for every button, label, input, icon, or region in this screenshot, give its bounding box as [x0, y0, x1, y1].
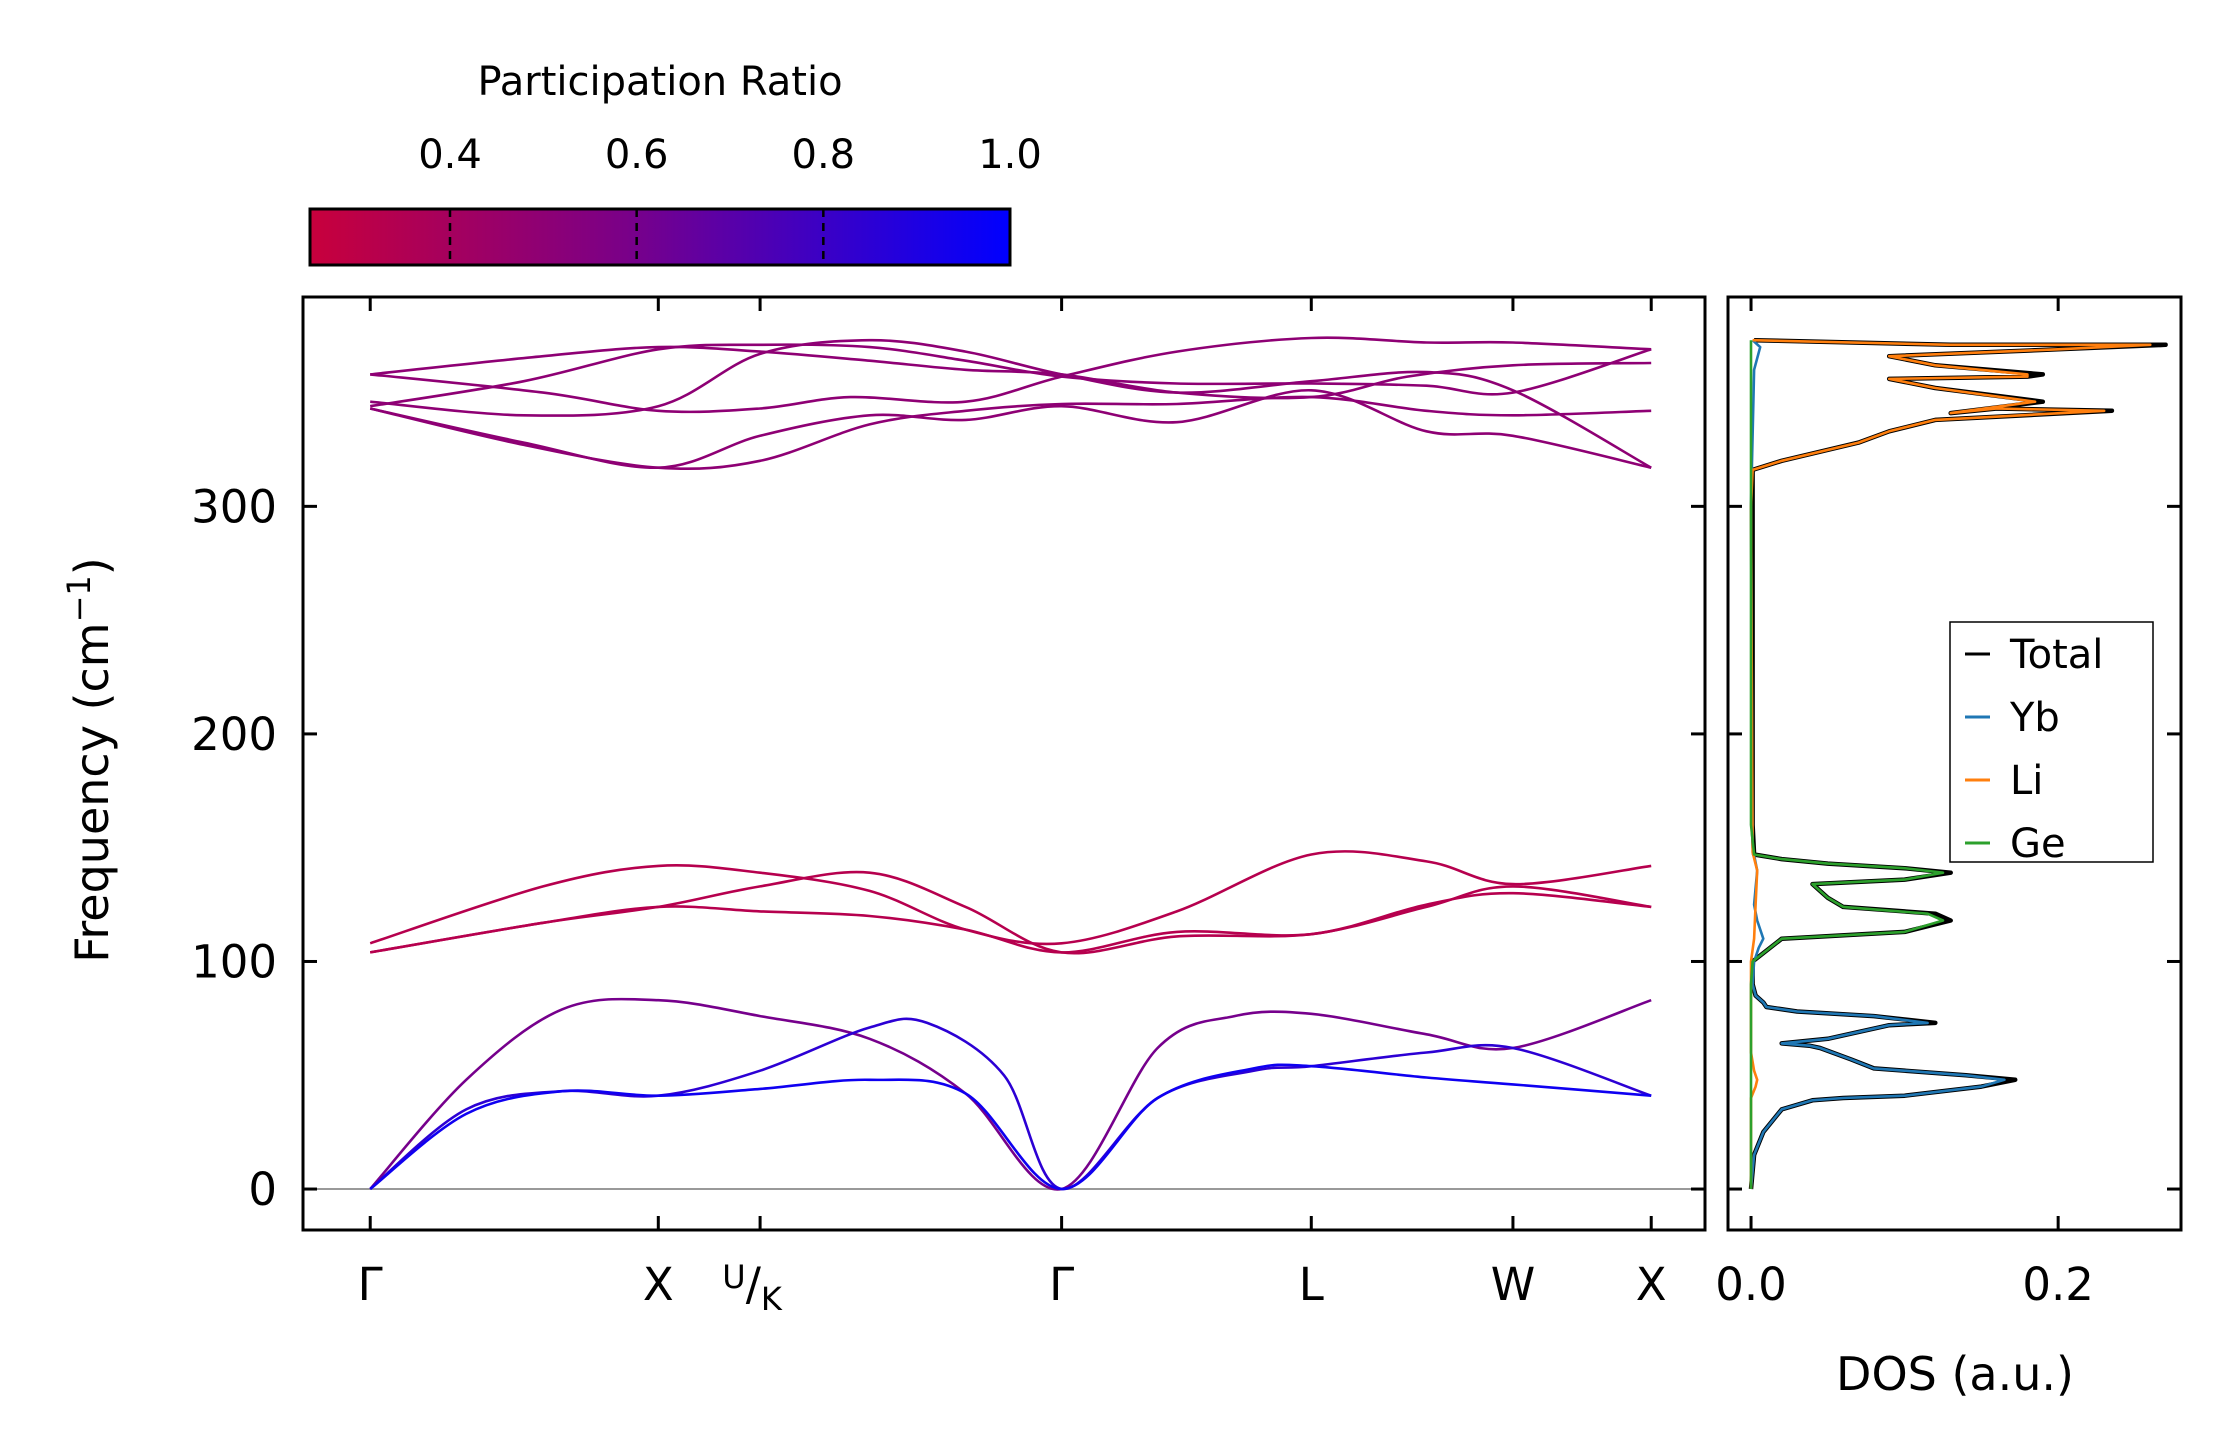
band-mid-2: [369, 870, 1652, 955]
legend-label-li: Li: [2010, 758, 2043, 804]
band-acoustic-1: [369, 997, 1652, 1191]
x-tick-label: Γ: [358, 1258, 383, 1311]
colorbar-ticks: 0.4 0.6 0.8 1.0: [418, 132, 1042, 265]
dos-axes: 0.0 0.2: [1715, 297, 2181, 1311]
band-optical-5: [369, 388, 1652, 470]
band-frame: [301, 295, 1707, 1232]
y-tick-label: 100: [191, 935, 277, 988]
y-tick-label: 200: [191, 708, 277, 761]
band-optical-6: [369, 395, 1652, 471]
x-tick-label: W: [1491, 1258, 1536, 1311]
legend-items: Total Yb Li Ge: [1965, 632, 2103, 867]
band-optical-3: [369, 343, 1652, 408]
dos-line-ge: [1749, 340, 1945, 1189]
dos-lines: [1748, 337, 2168, 1190]
dos-x-tick-label: 0.0: [1715, 1258, 1787, 1311]
legend-label-yb: Yb: [2009, 695, 2060, 741]
band-axes: 0 100 200 300 Γ X Γ L W X U/K: [191, 297, 1705, 1318]
y-axis-label: Frequency (cm−1): [60, 557, 119, 962]
band-lines: [303, 336, 1705, 1191]
dos-legend: Total Yb Li Ge: [1949, 621, 2154, 867]
band-acoustic-3: [369, 1063, 1652, 1191]
y-tick-label: 0: [248, 1163, 277, 1216]
colorbar-tick-label: 1.0: [978, 132, 1042, 178]
dos-x-axis-label: DOS (a.u.): [1836, 1347, 2074, 1401]
legend-frame: [1949, 621, 2154, 863]
band-structure-plot: 0 100 200 300 Γ X Γ L W X U/K Frequency (cm−1): [60, 295, 1707, 1318]
x-tick-label: Γ: [1049, 1258, 1074, 1311]
colorbar: Participation Ratio 0.4 0.6 0.8 1.0: [308, 59, 1042, 267]
colorbar-tick-label: 0.8: [792, 132, 856, 178]
y-tick-label: 300: [191, 480, 277, 533]
colorbar-gradient: [308, 207, 1012, 267]
legend-label-ge: Ge: [2010, 821, 2066, 867]
band-acoustic-2: [369, 1017, 1652, 1191]
dos-x-tick-label: 0.2: [2022, 1258, 2094, 1311]
x-tick-label: X: [1636, 1258, 1667, 1311]
colorbar-tick-label: 0.4: [418, 132, 482, 178]
x-tick-label: L: [1299, 1258, 1324, 1311]
x-tick-label-uk: U/K: [722, 1258, 783, 1318]
band-optical-2: [370, 336, 1652, 414]
legend-label-total: Total: [2009, 632, 2103, 678]
colorbar-tick-label: 0.6: [605, 132, 669, 178]
x-tick-label: X: [643, 1258, 674, 1311]
band-optical-1: [370, 345, 1652, 400]
band-optical-4: [370, 338, 1652, 469]
band-mid-1: [369, 850, 1652, 946]
band-mid-3: [369, 891, 1652, 954]
colorbar-title: Participation Ratio: [477, 59, 842, 105]
dos-plot: 0.0 0.2 DOS (a.u.) Total Yb Li Ge: [1715, 295, 2183, 1401]
dos-frame: [1726, 295, 2183, 1232]
